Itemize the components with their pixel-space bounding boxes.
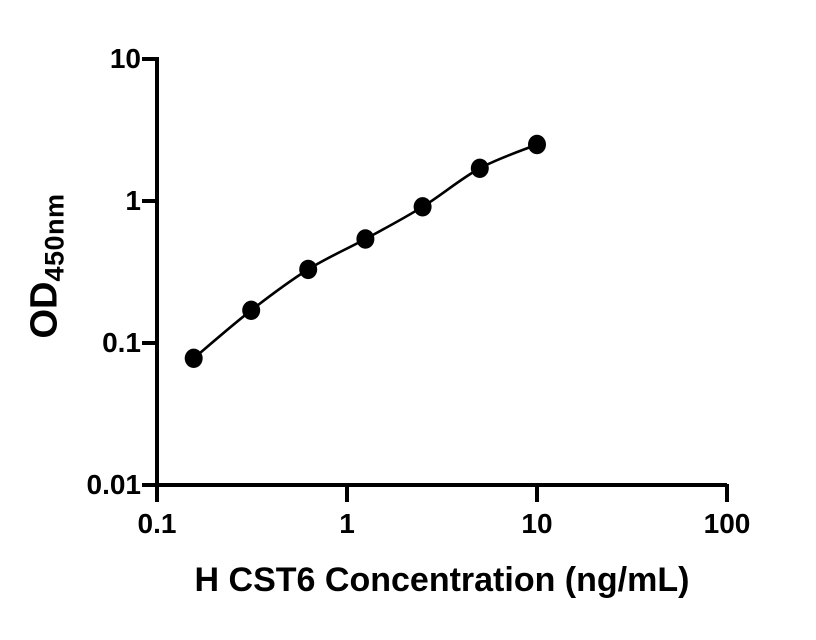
y-axis-title-subscript: 450nm — [39, 193, 70, 282]
x-axis-title: H CST6 Concentration (ng/mL) — [194, 561, 690, 599]
fit-curve — [192, 143, 538, 360]
y-axis-title: OD450nm — [23, 193, 70, 338]
data-point — [242, 300, 261, 320]
y-axis-title-main: OD — [23, 281, 66, 339]
data-point — [470, 158, 489, 178]
data-point — [413, 197, 432, 217]
data-point — [356, 229, 375, 249]
data-point — [299, 259, 318, 280]
data-point — [184, 348, 203, 368]
data-point — [528, 134, 546, 155]
axis-spine — [142, 57, 727, 487]
